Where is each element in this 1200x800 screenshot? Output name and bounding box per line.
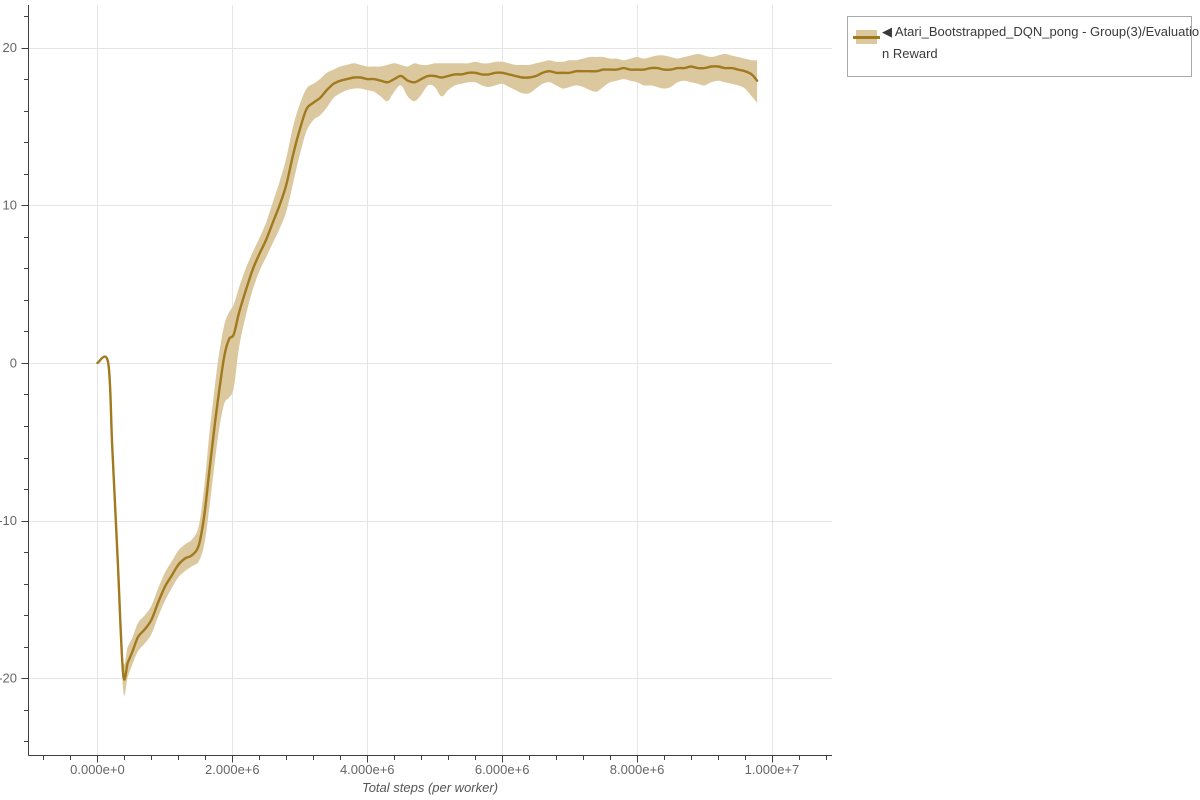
y-tick-label: 20 bbox=[3, 40, 17, 55]
legend-entry[interactable]: ◀ Atari_Bootstrapped_DQN_pong - Group(3)… bbox=[848, 17, 1199, 76]
x-tick-label: 4.000e+6 bbox=[340, 762, 395, 777]
y-tick-label: 0 bbox=[10, 355, 17, 370]
x-tick-label: 8.000e+6 bbox=[610, 762, 665, 777]
reward-chart: 0.000e+0 2.000e+6 4.000e+6 6.000e+6 8.000e+6… bbox=[0, 5, 832, 777]
reward-band-area bbox=[97, 53, 758, 696]
x-tick-label: 2.000e+6 bbox=[205, 762, 260, 777]
x-tick-label: 0.000e+0 bbox=[70, 762, 125, 777]
x-tick-label: 6.000e+6 bbox=[475, 762, 530, 777]
legend-label-line2: n Reward bbox=[882, 46, 938, 61]
reward-mean-line bbox=[96, 65, 759, 681]
y-tick-label: -10 bbox=[0, 513, 17, 528]
y-tick-label: 10 bbox=[3, 198, 17, 213]
x-tick-label: 1.000e+7 bbox=[745, 762, 800, 777]
y-tick-label: -20 bbox=[0, 671, 17, 686]
legend: ◀ Atari_Bootstrapped_DQN_pong - Group(3)… bbox=[847, 16, 1199, 77]
line-swatch bbox=[853, 35, 880, 39]
legend-label: ◀ Atari_Bootstrapped_DQN_pong - Group(3)… bbox=[882, 21, 1199, 65]
legend-label-line1: ◀ Atari_Bootstrapped_DQN_pong - Group(3)… bbox=[882, 24, 1200, 39]
legend-swatch-icon bbox=[853, 30, 880, 44]
x-axis-title: Total steps (per worker) bbox=[361, 780, 499, 795]
